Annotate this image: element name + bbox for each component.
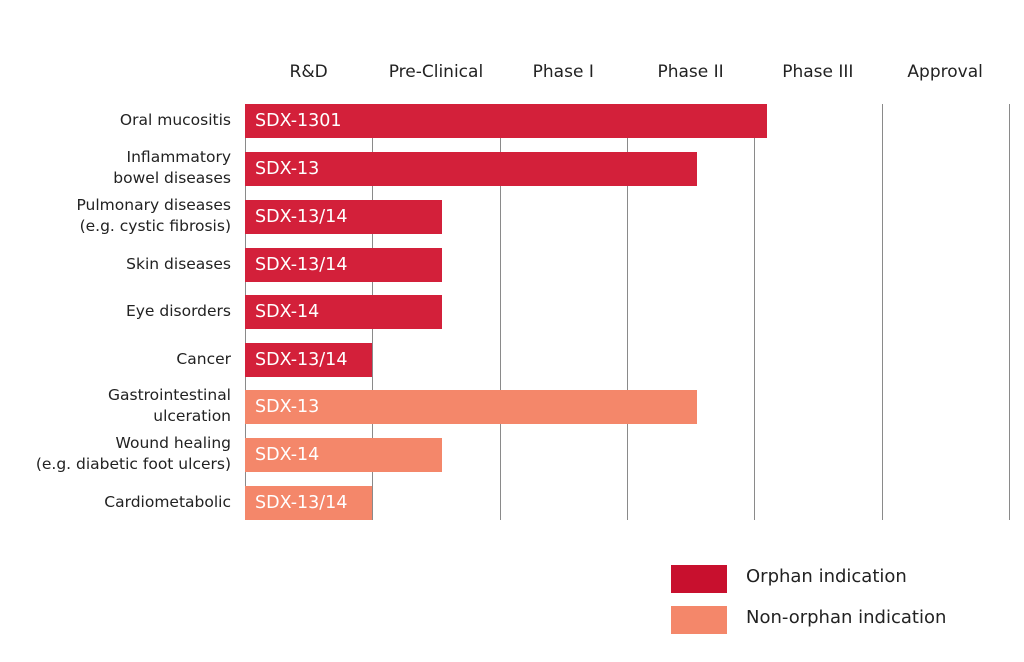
row-label: Inflammatory bowel diseases [113, 147, 231, 189]
pipeline-bar: SDX-13/14 [245, 486, 372, 520]
gridline [754, 104, 755, 520]
pipeline-bar: SDX-14 [245, 295, 442, 329]
row-label: Pulmonary diseases (e.g. cystic fibrosis) [76, 195, 231, 237]
row-label-line: Wound healing [115, 434, 231, 452]
pipeline-bar: SDX-13/14 [245, 200, 442, 234]
phase-label: Phase I [532, 62, 594, 82]
row-label-line: Eye disorders [125, 301, 231, 320]
pipeline-bar: SDX-13/14 [245, 343, 372, 377]
row-label-line: Skin diseases [126, 254, 231, 273]
row-label-line: (e.g. diabetic foot ulcers) [35, 455, 231, 473]
row-label-line: Oral mucositis [119, 110, 231, 129]
legend-label-non-orphan: Non-orphan indication [746, 607, 947, 628]
row-label-line: Pulmonary diseases [76, 196, 231, 214]
bar-label: SDX-13 [255, 159, 320, 179]
row-label: Cardiometabolic [104, 492, 231, 513]
pipeline-bar: SDX-13/14 [245, 248, 442, 282]
row-label: Wound healing (e.g. diabetic foot ulcers) [36, 433, 231, 475]
gridline [500, 104, 501, 520]
phase-label: Approval [907, 62, 983, 82]
row-label: Oral mucositis [120, 110, 231, 131]
pipeline-bar: SDX-1301 [245, 104, 767, 138]
row-label: Gastrointestinal ulceration [108, 385, 231, 427]
row-label: Eye disorders [126, 301, 231, 322]
gridline [1009, 104, 1010, 520]
row-label: Cancer [176, 349, 231, 370]
row-label-line: Cancer [176, 349, 231, 368]
bar-label: SDX-14 [255, 302, 320, 322]
pipeline-bar: SDX-13 [245, 152, 697, 186]
row-label-line: ulceration [153, 407, 231, 425]
legend-label-orphan: Orphan indication [746, 566, 907, 587]
bar-label: SDX-13/14 [255, 350, 348, 370]
row-label-line: Inflammatory [126, 148, 231, 166]
row-label-line: bowel diseases [113, 169, 231, 187]
row-label-line: (e.g. cystic fibrosis) [79, 217, 231, 235]
bar-label: SDX-13 [255, 397, 320, 417]
legend-swatch-non-orphan [671, 606, 727, 634]
bar-label: SDX-1301 [255, 111, 342, 131]
gridline [627, 104, 628, 520]
bar-label: SDX-13/14 [255, 493, 348, 513]
row-label-line: Cardiometabolic [104, 492, 231, 511]
bar-label: SDX-13/14 [255, 207, 348, 227]
phase-label: Pre-Clinical [388, 62, 484, 82]
phase-label: Phase III [782, 62, 854, 82]
pipeline-bar: SDX-14 [245, 438, 442, 472]
legend-swatch-orphan [671, 565, 727, 593]
bar-label: SDX-13/14 [255, 255, 348, 275]
row-label-line: Gastrointestinal [107, 386, 231, 404]
phase-label: R&D [289, 62, 328, 82]
pipeline-bar: SDX-13 [245, 390, 697, 424]
row-label: Skin diseases [126, 254, 231, 275]
phase-label: Phase II [657, 62, 724, 82]
gridline [882, 104, 883, 520]
bar-label: SDX-14 [255, 445, 320, 465]
